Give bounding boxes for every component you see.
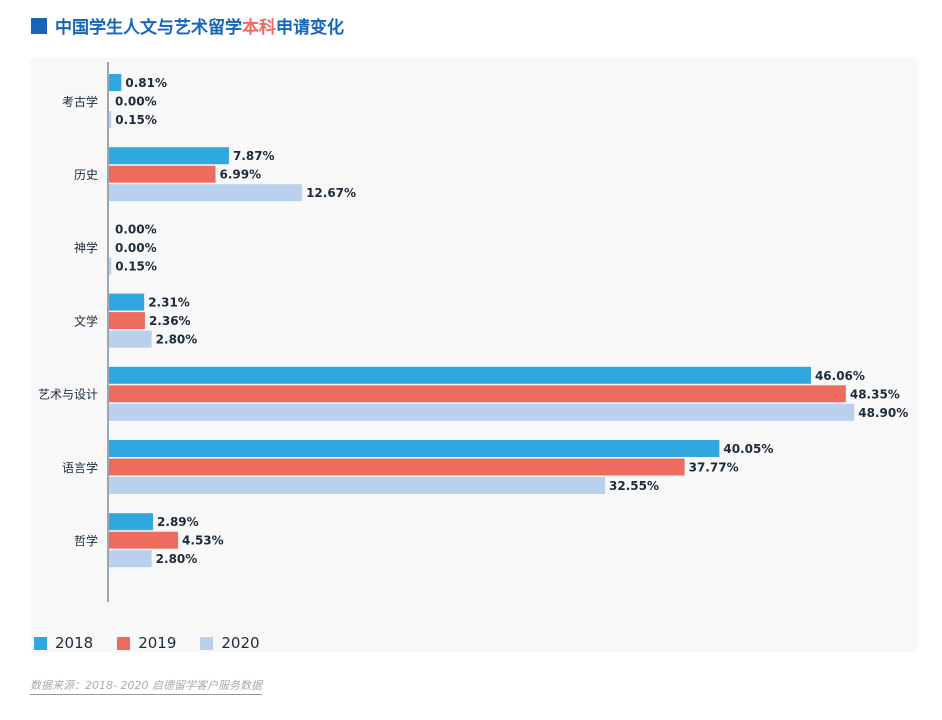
bar-2019 [109, 531, 179, 549]
bar-2020 [109, 477, 606, 494]
data-label: 0.00% [115, 241, 157, 255]
bar-2020 [109, 184, 303, 202]
data-label: 40.05% [723, 442, 773, 456]
data-label: 0.15% [115, 113, 157, 127]
data-label: 46.06% [815, 369, 865, 383]
category-label: 哲学 [74, 533, 98, 548]
legend-item-2019: 2019 [117, 634, 176, 652]
bar-2020 [109, 111, 112, 128]
legend-item-2020: 2020 [200, 634, 260, 652]
data-label: 2.80% [156, 552, 198, 566]
category-label: 神学 [74, 240, 98, 255]
category-label: 文学 [74, 313, 98, 328]
data-label: 12.67% [306, 186, 356, 200]
data-label: 6.99% [220, 168, 262, 182]
data-label: 2.36% [149, 314, 191, 328]
data-label: 2.89% [157, 515, 199, 529]
bar-2018 [109, 74, 122, 91]
bar-2018 [109, 366, 811, 384]
bar-2018 [109, 147, 229, 165]
category-label: 考古学 [62, 94, 98, 109]
data-label: 0.81% [125, 76, 167, 90]
data-label: 0.00% [115, 95, 157, 109]
chart-title: 中国学生人文与艺术留学 本科 申请变化 [31, 13, 344, 38]
legend-item-2018: 2018 [34, 634, 93, 652]
category-label: 历史 [74, 168, 98, 182]
bar-2019 [109, 312, 145, 330]
title-marker [31, 17, 47, 34]
bar-2018 [109, 440, 720, 457]
bar-2019 [109, 165, 216, 183]
data-label: 0.00% [115, 222, 157, 236]
bar-2020 [109, 550, 152, 568]
category-label: 语言学 [62, 460, 98, 475]
bar-2019 [109, 458, 685, 476]
bar-2020 [109, 403, 855, 421]
bar-2018 [109, 293, 145, 311]
bar-2020 [109, 257, 112, 275]
bar-2018 [109, 513, 154, 531]
data-label: 0.15% [115, 259, 157, 273]
data-label: 48.90% [858, 406, 908, 420]
data-source-note: 数据来源：2018- 2020 启德留学客户服务数据 [30, 677, 262, 695]
legend: 2018 2019 2020 [34, 634, 284, 652]
data-label: 48.35% [850, 387, 900, 401]
bar-2019 [109, 385, 846, 403]
data-label: 4.53% [182, 534, 224, 548]
data-label: 32.55% [609, 479, 659, 493]
bar-2020 [109, 330, 152, 348]
category-label: 艺术与设计 [38, 388, 98, 402]
data-label: 7.87% [233, 149, 275, 163]
data-label: 2.80% [156, 333, 198, 347]
data-label: 37.77% [689, 461, 739, 475]
data-label: 2.31% [148, 296, 190, 310]
